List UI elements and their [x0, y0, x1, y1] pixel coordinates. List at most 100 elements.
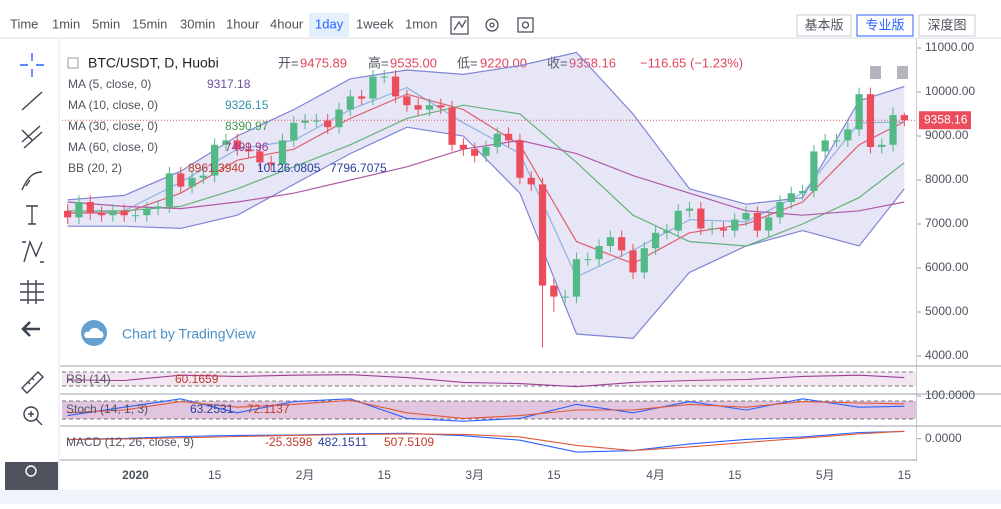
view-button[interactable]	[918, 14, 976, 37]
candle-body	[493, 133, 501, 148]
view-button-active[interactable]	[856, 14, 914, 37]
candle-body	[482, 147, 490, 156]
bollinger-lower	[67, 126, 905, 340]
candle-body	[821, 140, 829, 152]
collapse-box[interactable]	[67, 57, 79, 69]
collapse-icon[interactable]	[897, 66, 908, 79]
interval-button[interactable]: 1day	[315, 16, 344, 31]
candle-body	[143, 208, 151, 216]
line-tool[interactable]	[21, 91, 43, 111]
candle-body	[290, 122, 298, 141]
lock-glyph	[25, 465, 37, 477]
y-tick-label: 11000.00	[925, 40, 974, 54]
pattern-tool[interactable]	[22, 239, 44, 263]
fib-tool[interactable]	[21, 125, 43, 149]
interval-button[interactable]: 5min	[92, 16, 120, 31]
candle-body	[731, 219, 739, 231]
candle-body	[165, 173, 174, 207]
candle-body	[651, 232, 660, 249]
candle-body	[154, 206, 162, 209]
indicator-value: 9317.18	[207, 77, 251, 91]
candle-body	[312, 120, 321, 122]
screenshot-icon[interactable]	[517, 17, 534, 33]
indicator-label: BB (20, 2)	[68, 161, 122, 175]
pane-value: 63.2531	[190, 402, 234, 416]
candle-body	[844, 129, 852, 141]
last-price-label: 9358.16	[924, 112, 968, 126]
view-label[interactable]: 深度图	[927, 17, 966, 32]
candle-body	[403, 96, 411, 106]
candle-body	[889, 115, 897, 145]
brush-tool[interactable]	[21, 171, 43, 191]
candle-body	[900, 115, 908, 121]
candle-body	[640, 248, 648, 273]
view-button[interactable]	[796, 14, 852, 37]
candle-body	[75, 202, 83, 218]
settings-glyph	[489, 22, 495, 28]
zoom-tool[interactable]	[23, 406, 39, 422]
indicator-value: 7499.96	[225, 140, 269, 154]
ohlc-label: 开=	[278, 55, 299, 70]
candle-body	[335, 109, 343, 128]
prediction-tool[interactable]	[20, 280, 44, 304]
collapse-icon[interactable]	[870, 66, 881, 79]
interval-button[interactable]: 1mon	[405, 16, 438, 31]
interval-button[interactable]: 30min	[180, 16, 215, 31]
x-tick-label: 15	[898, 468, 912, 482]
indicator-label: MA (10, close, 0)	[68, 98, 158, 112]
interval-button[interactable]: 1week	[356, 16, 394, 31]
candle-body	[222, 140, 230, 145]
settings-icon[interactable]	[485, 18, 499, 32]
interval-button[interactable]: Time	[10, 16, 38, 31]
candle-body	[810, 151, 818, 192]
candle-body	[527, 177, 535, 185]
x-tick-label: 15	[208, 468, 222, 482]
x-tick-label: 15	[378, 468, 392, 482]
drawing-toolbar	[0, 39, 58, 490]
crosshair-tool[interactable]	[20, 53, 44, 77]
chart-type-icon[interactable]	[450, 16, 469, 35]
indicator-label: MA (5, close, 0)	[68, 77, 151, 91]
x-tick-label: 2月	[296, 468, 315, 482]
candle-body	[516, 140, 524, 178]
indicator-line	[67, 430, 905, 452]
x-tick-label: 4月	[646, 468, 665, 482]
candle-body	[685, 208, 694, 211]
chart-area	[60, 39, 917, 490]
candle-body	[674, 210, 682, 231]
candle-body	[572, 259, 581, 297]
x-tick-label: 2020	[122, 468, 149, 482]
watermark-cloud	[84, 327, 104, 338]
pane-label: RSI (14)	[66, 372, 111, 386]
candle-body	[776, 202, 784, 218]
text-tool[interactable]	[26, 205, 38, 225]
candle-body	[832, 140, 841, 142]
candle-body	[584, 259, 592, 261]
indicator-label: MA (30, close, 0)	[68, 119, 158, 133]
interval-button[interactable]: 15min	[132, 16, 167, 31]
indicator-value: 8390.97	[225, 119, 269, 133]
indicator-value: 7796.7075	[330, 161, 387, 175]
view-label[interactable]: 基本版	[804, 17, 843, 32]
indicator-line	[67, 374, 905, 388]
candle-body	[550, 285, 558, 297]
candle-body	[97, 212, 106, 216]
interval-button[interactable]: 4hour	[270, 16, 304, 31]
interval-button[interactable]: 1hour	[226, 16, 260, 31]
candle-body	[866, 94, 875, 148]
back-tool[interactable]	[21, 321, 40, 337]
indicator-line	[67, 430, 905, 453]
screenshot-glyph	[521, 21, 530, 29]
pane-label: MACD (12, 26, close, 9)	[66, 435, 194, 449]
interval-button[interactable]: 1min	[52, 16, 80, 31]
bollinger-fill	[67, 52, 905, 339]
candle-body	[199, 175, 207, 178]
candle-body	[742, 212, 750, 220]
candle-body	[391, 76, 400, 97]
view-label[interactable]: 专业版	[865, 17, 904, 32]
moving-average	[67, 86, 905, 278]
measure-tool[interactable]	[21, 371, 44, 394]
indicator-label: MA (60, close, 0)	[68, 140, 158, 154]
ohlc-label: 低=	[457, 55, 478, 70]
